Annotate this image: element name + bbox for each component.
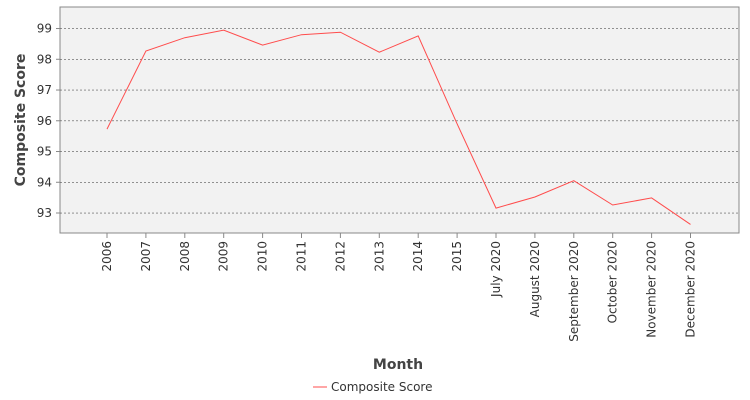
data-point	[611, 204, 614, 207]
x-tick-label: August 2020	[528, 241, 542, 317]
data-point	[417, 34, 420, 37]
data-point	[572, 179, 575, 182]
x-tick-label: 2014	[411, 241, 425, 272]
x-axis-title: Month	[373, 357, 423, 373]
data-point	[495, 207, 498, 210]
data-point	[650, 196, 653, 199]
x-tick-label: 2011	[295, 241, 309, 272]
x-tick-label: December 2020	[684, 241, 698, 338]
x-tick-label: 2006	[100, 241, 114, 272]
data-point	[339, 31, 342, 34]
x-tick-label: November 2020	[645, 241, 659, 338]
y-tick-label: 99	[37, 22, 52, 36]
data-point	[689, 223, 692, 226]
legend: Composite Score	[313, 380, 432, 394]
x-tick-label: 2007	[139, 241, 153, 272]
plot-area	[59, 6, 740, 234]
y-tick-label: 94	[37, 175, 52, 189]
legend-label: Composite Score	[331, 380, 432, 394]
data-point	[300, 33, 303, 36]
y-tick-label: 95	[37, 145, 52, 159]
series-line	[106, 29, 691, 225]
x-tick-label: 2015	[450, 241, 464, 272]
y-tick-label: 93	[37, 206, 52, 220]
data-point	[261, 44, 264, 47]
x-axis-ticks: 2006 2007 2008 2009 2010 2011 2012 2013 2014 2015…	[100, 233, 698, 342]
data-point	[456, 122, 459, 125]
data-point	[378, 51, 381, 54]
gridlines	[60, 28, 739, 214]
x-tick-label: 2008	[178, 241, 192, 272]
x-tick-label: July 2020	[489, 241, 503, 298]
y-axis-ticks: 93 94 95 96 97 98 99	[37, 22, 60, 220]
y-tick-label: 97	[37, 83, 52, 97]
x-tick-label: September 2020	[567, 241, 581, 342]
data-point	[533, 196, 536, 199]
y-tick-label: 98	[37, 52, 52, 66]
data-point	[222, 29, 225, 32]
x-tick-label: 2013	[372, 241, 386, 272]
data-point	[183, 36, 186, 39]
x-tick-label: October 2020	[606, 241, 620, 323]
x-tick-label: 2012	[333, 241, 347, 272]
y-tick-label: 96	[37, 114, 52, 128]
data-point	[144, 49, 147, 52]
x-tick-label: 2009	[217, 241, 231, 272]
series-layer	[106, 29, 692, 226]
y-axis-title: Composite Score	[13, 54, 29, 187]
x-tick-label: 2010	[256, 241, 270, 272]
data-point	[106, 128, 109, 131]
